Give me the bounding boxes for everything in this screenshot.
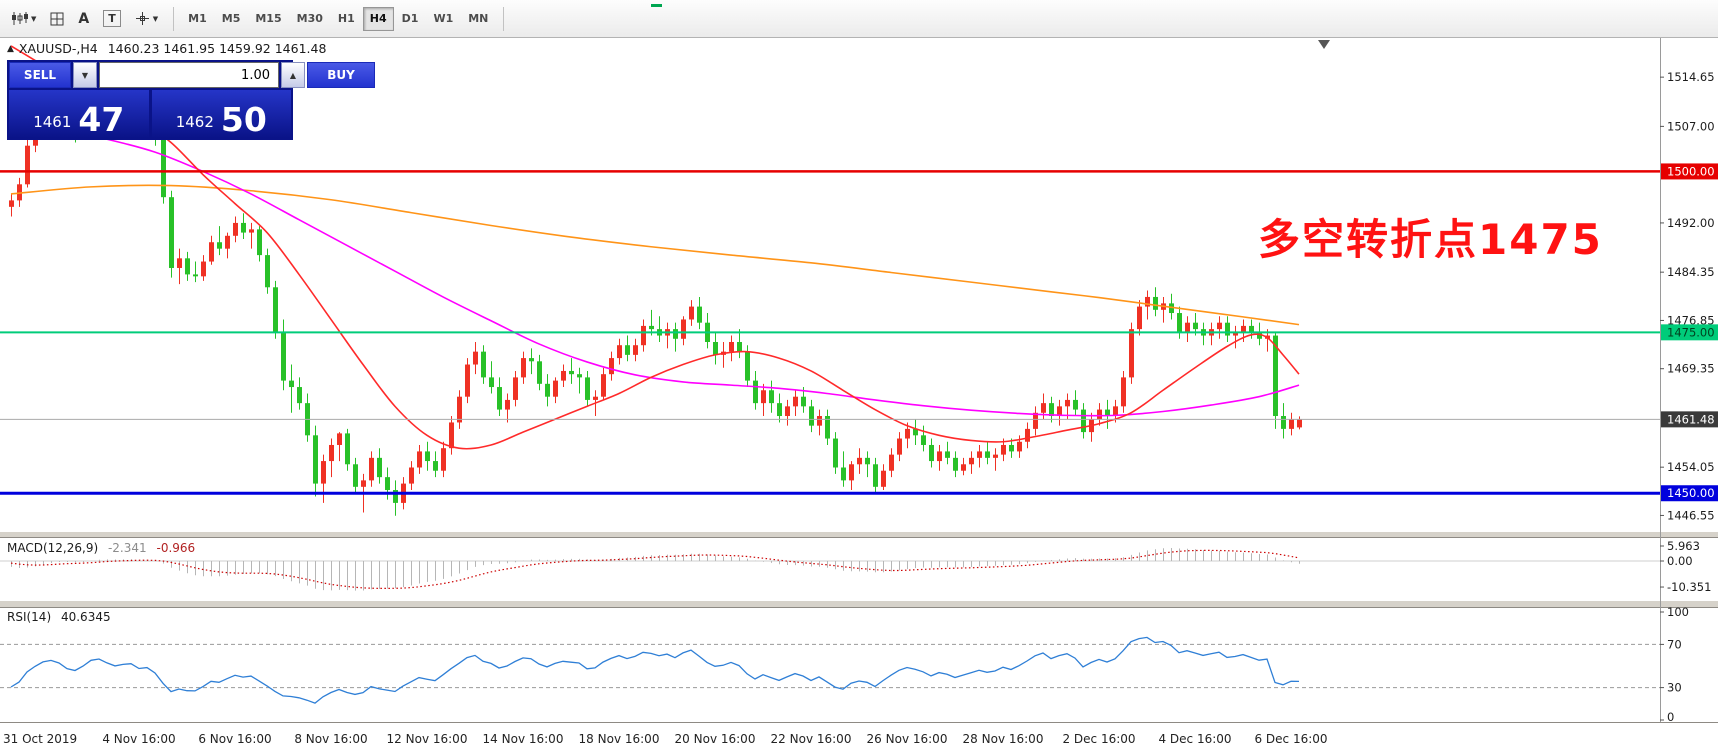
timeframe-m30[interactable]: M30 (296, 12, 323, 25)
chevron-down-icon: ▼ (152, 14, 159, 23)
svg-text:18 Nov 16:00: 18 Nov 16:00 (579, 732, 660, 746)
svg-text:1461.48: 1461.48 (1667, 412, 1715, 426)
ohlc-values: 1460.23 1461.95 1459.92 1461.48 (107, 41, 327, 56)
rsi-value: 40.6345 (60, 610, 111, 624)
ask-price-display[interactable]: 1462 50 (151, 90, 291, 139)
text-tool-button[interactable]: T (97, 6, 127, 32)
letter-t-icon: T (103, 10, 121, 27)
svg-text:6 Nov 16:00: 6 Nov 16:00 (198, 732, 271, 746)
timeframe-m15[interactable]: M15 (255, 12, 282, 25)
timeframe-button-group: M1 M5 M15 M30 H1 H4 D1 W1 MN (181, 6, 496, 31)
toolbar-separator (503, 6, 505, 31)
svg-text:1514.65: 1514.65 (1667, 70, 1715, 84)
bid-price-display[interactable]: 1461 47 (9, 90, 149, 138)
candlestick-chart-icon (12, 12, 28, 25)
timeframe-h4[interactable]: H4 (362, 6, 394, 31)
svg-text:70: 70 (1667, 637, 1682, 651)
timeframe-w1[interactable]: W1 (433, 12, 454, 25)
svg-text:14 Nov 16:00: 14 Nov 16:00 (483, 732, 564, 746)
svg-text:0.00: 0.00 (1667, 554, 1693, 568)
svg-text:1484.35: 1484.35 (1667, 265, 1715, 279)
svg-text:1475.00: 1475.00 (1667, 325, 1715, 339)
chart-header: ▲ XAUUSD-,H4 1460.23 1461.95 1459.92 146… (7, 41, 326, 56)
svg-text:1446.55: 1446.55 (1667, 508, 1715, 522)
svg-text:1469.35: 1469.35 (1667, 362, 1715, 376)
toolbar: ▼ A T ▼ M1 M5 M15 M30 H1 H4 D1 W1 MN (0, 0, 1718, 38)
timeframe-d1[interactable]: D1 (401, 12, 419, 25)
indicators-button[interactable] (44, 6, 70, 32)
svg-text:4 Nov 16:00: 4 Nov 16:00 (102, 732, 175, 746)
svg-text:12 Nov 16:00: 12 Nov 16:00 (387, 732, 468, 746)
macd-signal-value: -0.966 (156, 541, 196, 555)
svg-text:20 Nov 16:00: 20 Nov 16:00 (675, 732, 756, 746)
ask-price-decimals: 50 (220, 100, 267, 139)
svg-text:1500.00: 1500.00 (1667, 164, 1715, 178)
svg-text:8 Nov 16:00: 8 Nov 16:00 (294, 732, 367, 746)
svg-text:28 Nov 16:00: 28 Nov 16:00 (963, 732, 1044, 746)
crosshair-icon (135, 12, 149, 25)
sell-button[interactable]: SELL (9, 62, 71, 88)
font-tool-button[interactable]: A (72, 6, 95, 32)
symbol-period-label: XAUUSD-,H4 (18, 41, 98, 56)
svg-text:1507.00: 1507.00 (1667, 119, 1715, 133)
bid-price-integer: 1461 (33, 113, 72, 131)
svg-text:1476.85: 1476.85 (1667, 313, 1715, 327)
lot-size-input[interactable] (99, 62, 279, 88)
buy-button[interactable]: BUY (307, 62, 375, 88)
one-click-trading-panel: SELL ▼ ▲ BUY 1461 47 1462 50 (7, 60, 375, 140)
timeframe-m5[interactable]: M5 (221, 12, 241, 25)
svg-text:26 Nov 16:00: 26 Nov 16:00 (867, 732, 948, 746)
timeframe-mn[interactable]: MN (468, 12, 489, 25)
svg-text:1450.00: 1450.00 (1667, 486, 1715, 500)
svg-text:5.963: 5.963 (1667, 539, 1700, 553)
rsi-label: RSI(14) 40.6345 (7, 610, 111, 624)
chart-type-button[interactable]: ▼ (5, 6, 42, 32)
svg-text:2 Dec 16:00: 2 Dec 16:00 (1062, 732, 1135, 746)
ask-price-integer: 1462 (175, 113, 214, 131)
macd-name: MACD(12,26,9) (7, 541, 99, 555)
macd-label: MACD(12,26,9) -2.341 -0.966 (7, 541, 195, 555)
annotation-text: 多空转折点1475 (1258, 215, 1603, 264)
svg-text:1454.05: 1454.05 (1667, 460, 1715, 474)
svg-text:30: 30 (1667, 681, 1682, 695)
macd-main-value: -2.341 (107, 541, 147, 555)
svg-text:0: 0 (1667, 710, 1674, 724)
grid-icon (50, 12, 64, 25)
lot-decrease-button[interactable]: ▼ (73, 62, 97, 88)
green-dash-marker (651, 4, 662, 7)
svg-text:31 Oct 2019: 31 Oct 2019 (3, 732, 77, 746)
svg-text:1492.00: 1492.00 (1667, 216, 1715, 230)
crosshair-button[interactable]: ▼ (129, 6, 164, 32)
svg-text:-10.351: -10.351 (1667, 580, 1711, 594)
svg-text:22 Nov 16:00: 22 Nov 16:00 (771, 732, 852, 746)
toolbar-separator (173, 6, 175, 31)
letter-a-icon: A (78, 10, 90, 27)
timeframe-h1[interactable]: H1 (337, 12, 355, 25)
rsi-name: RSI(14) (7, 610, 52, 624)
lot-increase-button[interactable]: ▲ (281, 62, 305, 88)
svg-text:4 Dec 16:00: 4 Dec 16:00 (1158, 732, 1231, 746)
collapse-panel-arrow[interactable]: ▲ (7, 43, 14, 54)
svg-text:100: 100 (1667, 605, 1689, 619)
chevron-down-icon: ▼ (31, 14, 37, 23)
svg-text:6 Dec 16:00: 6 Dec 16:00 (1254, 732, 1327, 746)
timeframe-m1[interactable]: M1 (188, 12, 207, 25)
bid-price-decimals: 47 (78, 100, 125, 139)
